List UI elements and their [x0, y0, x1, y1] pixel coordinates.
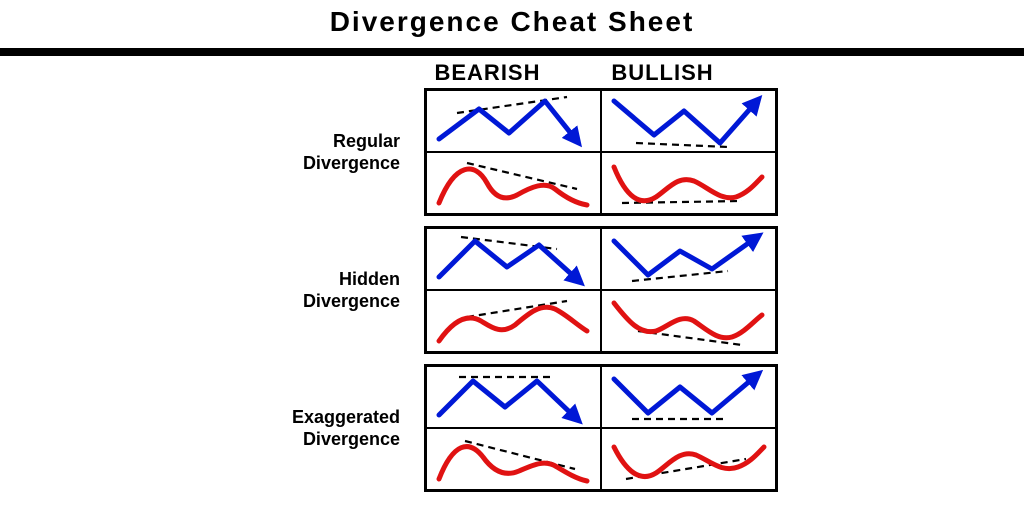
divergence-grid — [424, 88, 778, 216]
indicator-cell — [601, 152, 776, 214]
col-bearish: BEARISH — [400, 60, 575, 86]
divergence-grid — [424, 364, 778, 492]
indicator-cell — [426, 428, 601, 490]
page-title: Divergence Cheat Sheet — [0, 6, 1024, 38]
cheat-sheet: Divergence Cheat Sheet BEARISH BULLISH R… — [0, 0, 1024, 519]
price-cell — [601, 90, 776, 152]
divergence-row: HiddenDivergence — [0, 226, 1024, 354]
divergence-row: RegularDivergence — [0, 88, 1024, 216]
indicator-cell — [426, 290, 601, 352]
indicator-cell — [601, 428, 776, 490]
rows-container: RegularDivergence HiddenDivergence Exagger… — [0, 88, 1024, 502]
row-label: RegularDivergence — [0, 130, 424, 174]
divergence-grid — [424, 226, 778, 354]
row-label: ExaggeratedDivergence — [0, 406, 424, 450]
title-divider — [0, 48, 1024, 56]
price-cell — [601, 228, 776, 290]
price-cell — [601, 366, 776, 428]
row-label: HiddenDivergence — [0, 268, 424, 312]
indicator-cell — [426, 152, 601, 214]
col-bullish: BULLISH — [575, 60, 750, 86]
divergence-row: ExaggeratedDivergence — [0, 364, 1024, 492]
column-headers: BEARISH BULLISH — [400, 60, 750, 86]
price-cell — [426, 90, 601, 152]
price-cell — [426, 366, 601, 428]
price-cell — [426, 228, 601, 290]
indicator-cell — [601, 290, 776, 352]
